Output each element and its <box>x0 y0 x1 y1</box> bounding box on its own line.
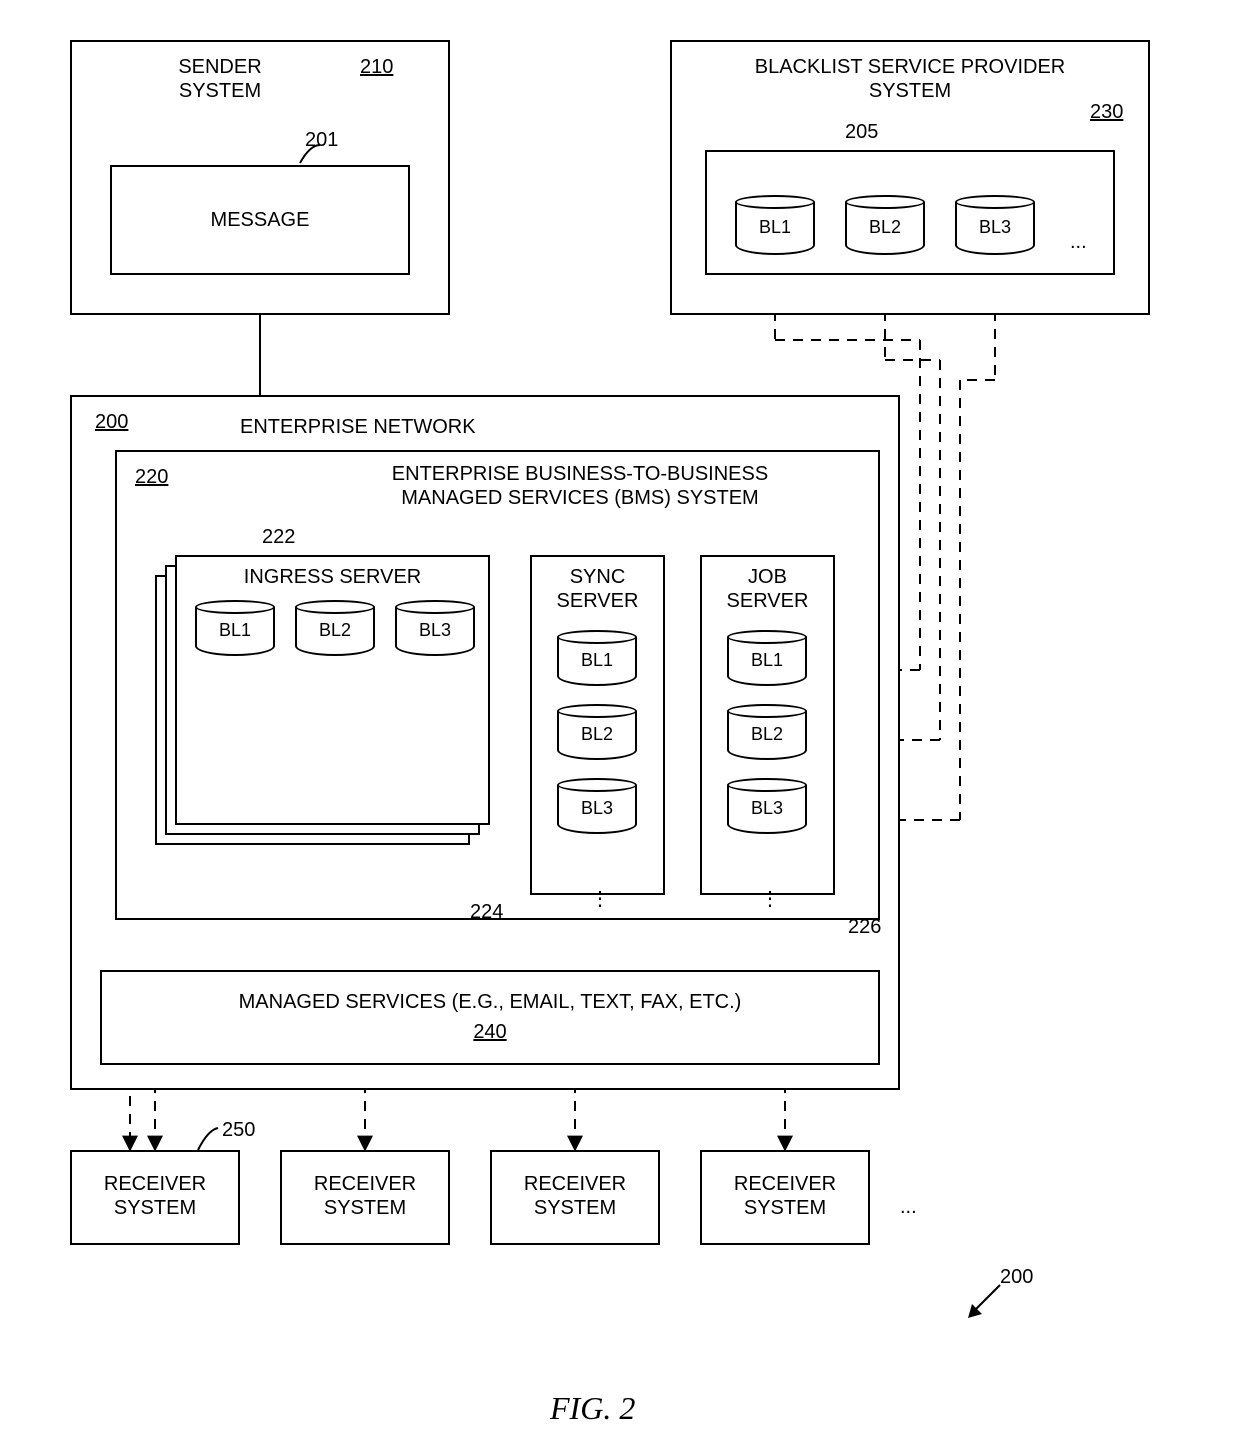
db-cylinder-top <box>557 778 637 792</box>
managed-label: MANAGED SERVICES (E.G., EMAIL, TEXT, FAX… <box>100 990 880 1014</box>
figure-label: FIG. 2 <box>550 1390 635 1427</box>
db-cylinder: BL2 <box>295 607 375 656</box>
ingress-title: INGRESS SERVER <box>175 565 490 589</box>
bms-ref: 220 <box>135 465 168 489</box>
blacklist-title: BLACKLIST SERVICE PROVIDER SYSTEM <box>670 55 1150 103</box>
db-cylinder: BL3 <box>557 785 637 834</box>
db-cylinder-top <box>557 630 637 644</box>
db-cylinder-top <box>727 630 807 644</box>
db-cylinder-top <box>195 600 275 614</box>
db-cylinder-top <box>557 704 637 718</box>
blacklist-inner-ref: 205 <box>845 120 878 144</box>
job-title: JOB SERVER <box>700 565 835 613</box>
db-cylinder: BL3 <box>395 607 475 656</box>
db-cylinder: BL1 <box>727 637 807 686</box>
message-ref: 201 <box>305 128 338 152</box>
db-cylinder: BL2 <box>557 711 637 760</box>
db-cylinder-top <box>845 195 925 209</box>
managed-services-box <box>100 970 880 1065</box>
ingress-ref: 222 <box>262 525 295 549</box>
receiver-label: RECEIVER SYSTEM <box>70 1172 240 1220</box>
job-ellipsis-v: ⋮ <box>760 887 780 911</box>
db-cylinder: BL3 <box>727 785 807 834</box>
blacklist-ref: 230 <box>1090 100 1123 124</box>
enterprise-ref: 200 <box>95 410 128 434</box>
managed-ref: 240 <box>100 1020 880 1044</box>
receiver-ref: 250 <box>222 1118 255 1142</box>
sync-title: SYNC SERVER <box>530 565 665 613</box>
db-cylinder-top <box>955 195 1035 209</box>
db-cylinder: BL1 <box>735 202 815 255</box>
db-cylinder-top <box>727 704 807 718</box>
enterprise-title: ENTERPRISE NETWORK <box>240 415 476 439</box>
ingress-server-box <box>175 555 490 825</box>
db-cylinder-top <box>395 600 475 614</box>
sync-ref: 224 <box>470 900 503 924</box>
db-cylinder: BL3 <box>955 202 1035 255</box>
message-label: MESSAGE <box>110 208 410 232</box>
figure-ref-arrow: 200 <box>1000 1265 1033 1289</box>
diagram-canvas: SENDER SYSTEM 210 MESSAGE 201 BLACKLIST … <box>0 0 1240 1447</box>
db-cylinder: BL2 <box>845 202 925 255</box>
db-cylinder: BL1 <box>195 607 275 656</box>
db-cylinder: BL1 <box>557 637 637 686</box>
db-cylinder-top <box>727 778 807 792</box>
sync-ellipsis-v: ⋮ <box>590 887 610 911</box>
receiver-ellipsis: ... <box>900 1195 917 1219</box>
receiver-label: RECEIVER SYSTEM <box>490 1172 660 1220</box>
job-ref: 226 <box>848 915 881 939</box>
receiver-label: RECEIVER SYSTEM <box>700 1172 870 1220</box>
bms-title: ENTERPRISE BUSINESS-TO-BUSINESS MANAGED … <box>300 462 860 510</box>
db-cylinder-top <box>295 600 375 614</box>
sender-ref: 210 <box>360 55 393 79</box>
blacklist-ellipsis: ... <box>1070 230 1087 254</box>
db-cylinder: BL2 <box>727 711 807 760</box>
receiver-label: RECEIVER SYSTEM <box>280 1172 450 1220</box>
db-cylinder-top <box>735 195 815 209</box>
sender-title: SENDER SYSTEM <box>70 55 370 103</box>
